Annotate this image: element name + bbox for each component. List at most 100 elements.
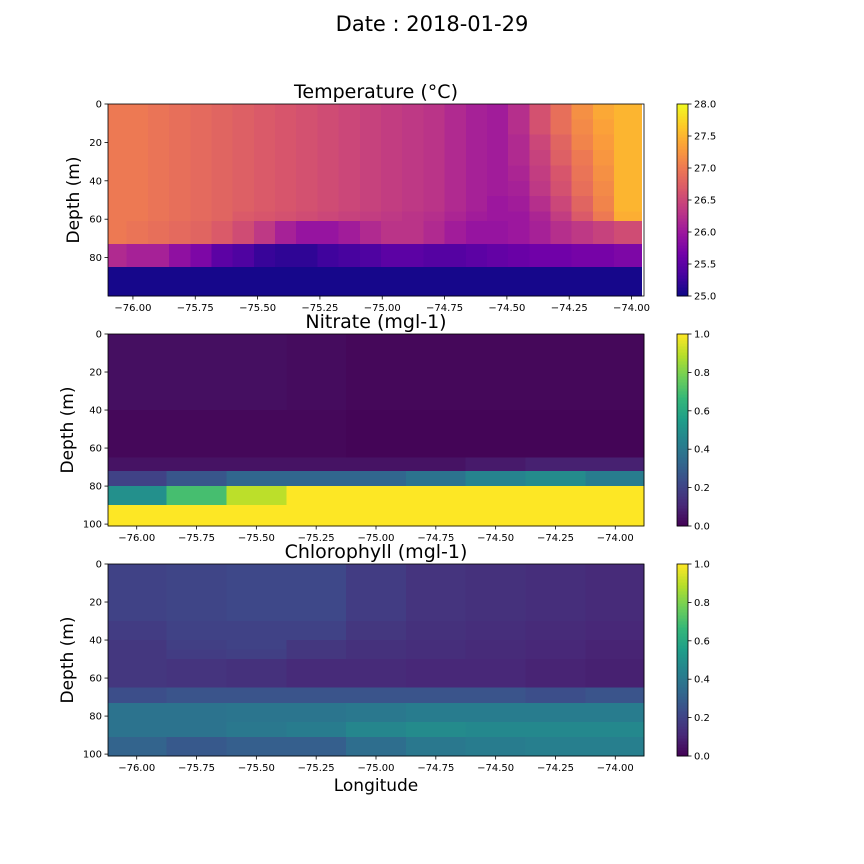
colorbar-segment: [677, 200, 688, 204]
heatmap-cell: [253, 150, 276, 166]
heatmap-cell: [166, 649, 227, 660]
heatmap-cell: [275, 180, 297, 197]
heatmap-cell: [508, 244, 530, 268]
heatmap-cell: [169, 134, 191, 151]
heatmap-cell: [444, 119, 467, 136]
colorbar-segment: [677, 618, 688, 622]
colorbar-segment: [677, 684, 688, 688]
heatmap-cell: [166, 334, 227, 354]
heatmap-cell: [508, 134, 530, 151]
heatmap-cell: [166, 564, 227, 584]
colorbar-segment: [677, 239, 688, 243]
heatmap-cell: [296, 134, 318, 151]
heatmap-cell: [550, 180, 573, 197]
heatmap-cell: [380, 150, 403, 166]
heatmap-cell: [226, 687, 287, 704]
colorbar-segment: [677, 215, 688, 219]
colorbar-segment: [677, 263, 688, 267]
heatmap-cell: [147, 221, 170, 245]
heatmap-cell: [486, 211, 509, 222]
heatmap-cell: [286, 649, 347, 660]
heatmap-cell: [359, 221, 382, 245]
heatmap-cell: [525, 621, 586, 641]
colorbar-segment: [677, 209, 688, 213]
colorbar-segment: [677, 293, 688, 297]
colorbar-segment: [677, 436, 688, 440]
heatmap-cell: [585, 687, 645, 704]
heatmap-cell: [359, 196, 382, 213]
colorbar-segment: [677, 520, 688, 524]
heatmap-cell: [286, 505, 347, 527]
heatmap-cell: [253, 180, 276, 197]
heatmap-cell: [592, 180, 615, 197]
colorbar-segment: [677, 116, 688, 120]
colorbar-segment: [677, 403, 688, 407]
heatmap-cell: [211, 165, 234, 182]
heatmap-cell: [359, 267, 382, 297]
x-tick-label: −75.75: [178, 533, 215, 544]
heatmap-cell: [166, 470, 227, 487]
heatmap-cell: [346, 410, 407, 430]
heatmap-cell: [405, 640, 467, 651]
heatmap-cell: [232, 267, 255, 297]
heatmap-cell: [169, 165, 191, 182]
panel-2: −76.00 −75.75 −75.50 −75.25 −75.00 −74.75 −74.…: [58, 541, 710, 796]
heatmap-cell: [108, 621, 168, 641]
x-tick-label: −75.00: [364, 303, 401, 314]
colorbar-segment: [677, 663, 688, 667]
x-tick-label: −76.00: [118, 763, 155, 774]
heatmap-cell: [486, 221, 509, 245]
colorbar-segment: [677, 517, 688, 521]
colorbar-segment: [677, 687, 688, 691]
heatmap-cell: [211, 196, 234, 213]
heatmap-cell: [108, 457, 168, 472]
colorbar-segment: [677, 609, 688, 613]
heatmap-cell: [226, 564, 287, 584]
heatmap-cell: [232, 211, 255, 222]
colorbar-segment: [677, 242, 688, 246]
colorbar-segment: [677, 678, 688, 682]
colorbar-segment: [677, 188, 688, 192]
heatmap-cell: [275, 244, 297, 268]
heatmap-cell: [380, 119, 403, 136]
heatmap-cell: [108, 649, 168, 660]
heatmap-cell: [405, 702, 467, 723]
heatmap-cell: [108, 640, 168, 651]
heatmap-cell: [211, 211, 234, 222]
heatmap-cell: [190, 165, 212, 182]
heatmap-cell: [232, 150, 255, 166]
heatmap-cell: [444, 165, 467, 182]
heatmap-cell: [166, 583, 227, 603]
heatmap-cell: [508, 221, 530, 245]
heatmap-cell: [226, 505, 287, 527]
heatmap-cell: [405, 353, 467, 373]
heatmap-cell: [571, 267, 594, 297]
y-tick-label: 100: [83, 750, 102, 761]
heatmap-cell: [585, 505, 645, 527]
heatmap-cell: [166, 659, 227, 689]
x-tick-label: −75.25: [301, 303, 338, 314]
heatmap-cell: [525, 372, 586, 392]
heatmap-cell: [169, 267, 191, 297]
heatmap-cell: [405, 649, 467, 660]
colorbar-segment: [677, 588, 688, 592]
colorbar-segment: [677, 128, 688, 132]
y-tick-label: 20: [89, 138, 102, 149]
heatmap-cell: [286, 353, 347, 373]
heatmap-cell: [211, 244, 234, 268]
y-tick-label: 60: [89, 444, 102, 455]
heatmap-cell: [571, 211, 594, 222]
heatmap-cell: [380, 104, 403, 120]
heatmap-cell: [585, 640, 645, 651]
heatmap-cell: [465, 687, 527, 704]
heatmap-cell: [226, 470, 287, 487]
colorbar-segment: [677, 469, 688, 473]
heatmap-cell: [585, 702, 645, 723]
colorbar-segment: [677, 451, 688, 455]
colorbar-tick-label: 1.0: [694, 330, 710, 341]
chart-title: Temperature (°C): [293, 81, 458, 103]
heatmap-cell: [550, 150, 573, 166]
heatmap-cell: [286, 564, 347, 584]
colorbar-segment: [677, 340, 688, 344]
heatmap-cell: [296, 244, 318, 268]
